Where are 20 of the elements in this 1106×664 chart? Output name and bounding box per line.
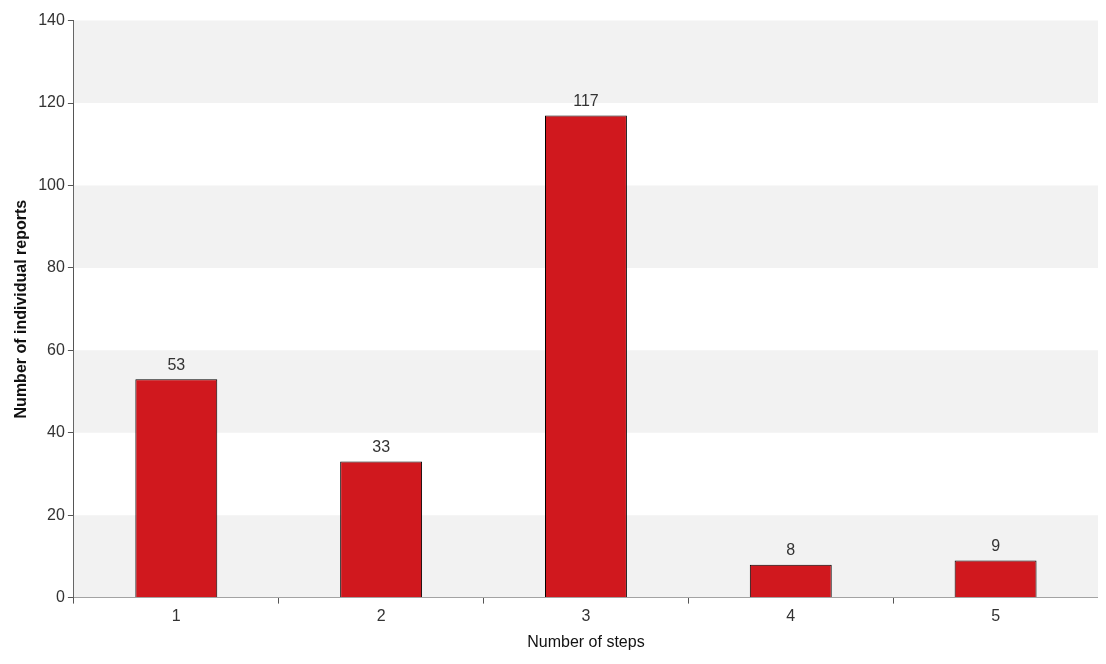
x-tick-label: 4 <box>786 606 796 624</box>
y-tick-label: 20 <box>47 505 65 523</box>
y-tick-label: 120 <box>38 93 65 111</box>
y-axis-title: Number of individual reports <box>12 199 30 419</box>
x-tick-label: 3 <box>581 606 591 624</box>
y-tick-label: 140 <box>38 11 65 29</box>
x-axis-title: Number of steps <box>527 632 645 650</box>
y-tick-label: 80 <box>47 258 65 276</box>
y-tick-label: 60 <box>47 340 65 358</box>
x-tick-label: 5 <box>991 606 1001 624</box>
x-tick-label: 1 <box>171 606 181 624</box>
data-label: 117 <box>573 91 599 109</box>
y-tick-label: 100 <box>38 175 65 193</box>
data-label: 53 <box>167 355 186 373</box>
data-label: 9 <box>991 536 1001 554</box>
x-tick-label: 2 <box>376 606 386 624</box>
data-label: 33 <box>372 438 391 455</box>
data-label: 8 <box>786 541 796 559</box>
y-tick-label: 40 <box>47 423 65 441</box>
y-tick-label: 0 <box>55 588 65 606</box>
